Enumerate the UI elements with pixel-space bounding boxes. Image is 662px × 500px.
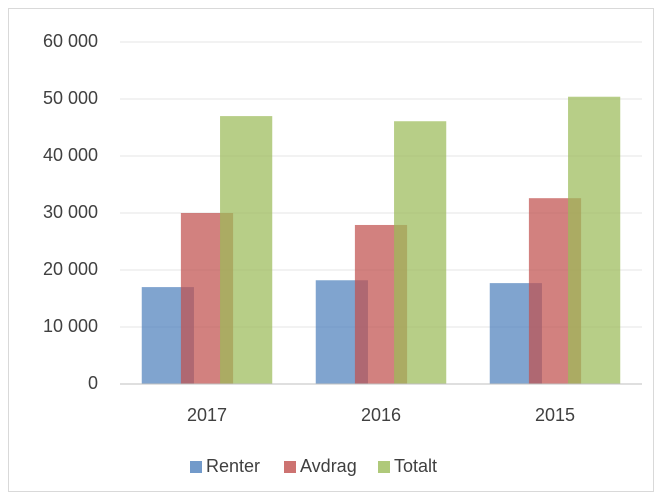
legend-label: Renter <box>206 456 260 476</box>
bar <box>568 96 621 384</box>
legend-swatch <box>190 461 202 473</box>
legend-swatch <box>284 461 296 473</box>
y-tick-label: 60 000 <box>43 31 98 51</box>
x-tick-label: 2016 <box>361 405 401 425</box>
x-tick-label: 2017 <box>187 405 227 425</box>
legend-label: Totalt <box>394 456 437 476</box>
y-tick-label: 30 000 <box>43 202 98 222</box>
y-tick-label: 50 000 <box>43 88 98 108</box>
y-tick-label: 10 000 <box>43 316 98 336</box>
x-tick-label: 2015 <box>535 405 575 425</box>
bar <box>220 116 273 384</box>
y-tick-label: 20 000 <box>43 259 98 279</box>
legend-swatch <box>378 461 390 473</box>
y-tick-label: 0 <box>88 373 98 393</box>
bar <box>394 121 447 384</box>
y-tick-label: 40 000 <box>43 145 98 165</box>
legend-label: Avdrag <box>300 456 357 476</box>
